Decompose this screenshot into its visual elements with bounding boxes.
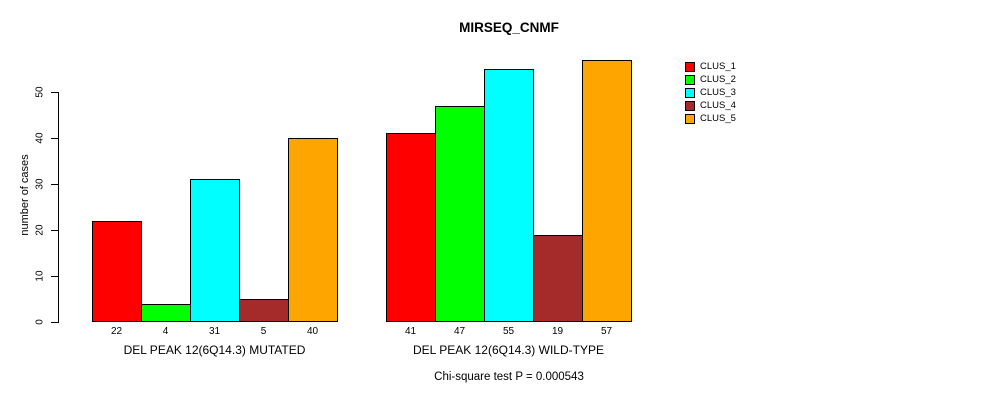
legend-label: CLUS_3: [700, 87, 736, 98]
bar-value-label: 5: [260, 326, 267, 337]
legend-swatch: [685, 75, 695, 85]
legend-swatch: [685, 62, 695, 72]
bar-value-label: 22: [110, 326, 123, 337]
bar-value-label: 47: [453, 326, 466, 337]
legend-swatch: [685, 114, 695, 124]
bar-value-label: 57: [600, 326, 613, 337]
legend-label: CLUS_4: [700, 100, 736, 111]
legend-label: CLUS_1: [700, 61, 736, 72]
bar-clus_2-group2: [435, 106, 485, 322]
legend-swatch: [685, 88, 695, 98]
bar-value-label: 19: [551, 326, 564, 337]
legend-item: CLUS_5: [685, 113, 775, 126]
bar-value-label: 55: [502, 326, 515, 337]
bar-clus_1-group2: [386, 133, 436, 322]
chart-subtitle: Chi-square test P = 0.000543: [434, 371, 584, 383]
legend-item: CLUS_1: [685, 61, 775, 74]
y-axis-tick-label: 40: [34, 132, 46, 144]
bar-value-label: 4: [162, 326, 169, 337]
group-label: DEL PEAK 12(6Q14.3) MUTATED: [123, 343, 306, 357]
y-axis-label: number of cases: [19, 154, 31, 236]
bar-clus_2-group1: [141, 304, 191, 322]
y-axis-tick: [51, 322, 58, 323]
legend-item: CLUS_4: [685, 100, 775, 113]
y-axis-tick-label: 0: [34, 319, 46, 325]
y-axis-tick-label: 10: [34, 270, 46, 282]
y-axis-tick: [51, 92, 58, 93]
bar-clus_4-group2: [533, 235, 583, 322]
y-axis-tick-label: 20: [34, 224, 46, 236]
bar-clus_5-group1: [288, 138, 338, 322]
y-axis-tick-label: 30: [34, 178, 46, 190]
y-axis-tick: [51, 276, 58, 277]
legend-item: CLUS_2: [685, 74, 775, 87]
bar-value-label: 41: [404, 326, 417, 337]
bar-clus_3-group1: [190, 179, 240, 322]
chart-title: MIRSEQ_CNMF: [459, 20, 559, 35]
legend-swatch: [685, 101, 695, 111]
group-label: DEL PEAK 12(6Q14.3) WILD-TYPE: [413, 343, 604, 357]
legend-item: CLUS_3: [685, 87, 775, 100]
y-axis-tick: [51, 184, 58, 185]
y-axis-tick: [51, 138, 58, 139]
y-axis-tick-label: 50: [34, 86, 46, 98]
bar-value-label: 40: [306, 326, 319, 337]
legend-label: CLUS_2: [700, 74, 736, 85]
legend-label: CLUS_5: [700, 113, 736, 124]
bar-value-label: 31: [208, 326, 221, 337]
bar-clus_5-group2: [582, 60, 632, 322]
y-axis-tick: [51, 230, 58, 231]
bar-clus_4-group1: [239, 299, 289, 322]
y-axis-line: [58, 92, 59, 323]
bar-clus_3-group2: [484, 69, 534, 322]
bar-clus_1-group1: [92, 221, 142, 322]
